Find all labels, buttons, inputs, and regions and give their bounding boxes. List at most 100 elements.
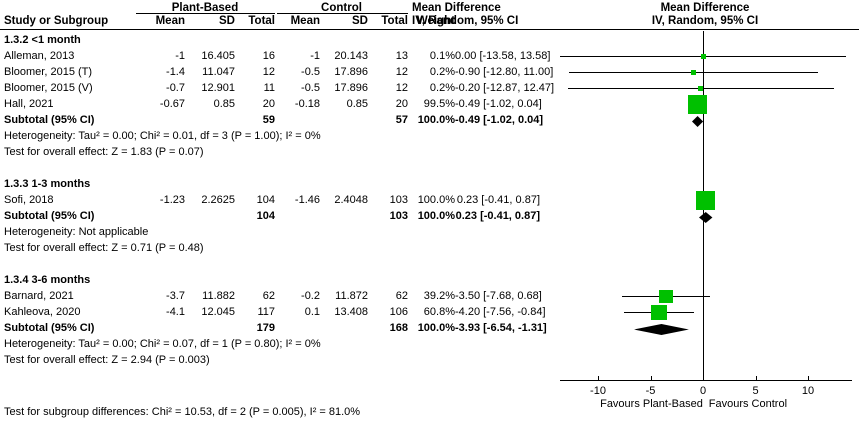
table-row-subtotal-total1: 179 — [256, 322, 275, 334]
x-axis-tick — [650, 376, 652, 381]
table-row-study-label: Sofi, 2018 — [4, 194, 54, 206]
table-row-study-total2: 12 — [395, 82, 408, 94]
table-row-study-mean1: -1.23 — [159, 194, 185, 206]
header-rule-main — [0, 29, 859, 30]
column-header-total-1: Total — [248, 15, 275, 27]
table-row-study-label: Barnard, 2021 — [4, 290, 74, 302]
group-header-control: Control — [321, 2, 362, 14]
column-header-weight: Weight — [416, 15, 455, 27]
table-row-study-total2: 12 — [395, 66, 408, 78]
favours-right-label: Favours Control — [708, 398, 788, 410]
subgroup-differences-text: Test for subgroup differences: Chi² = 10… — [4, 406, 361, 418]
table-row-subtotal-label: Subtotal (95% CI) — [4, 114, 95, 126]
column-header-sd-2: SD — [352, 15, 368, 27]
effect-size-marker — [690, 69, 697, 76]
table-row-study-label: Hall, 2021 — [4, 98, 54, 110]
table-row-study-effect: 0.00 [-13.58, 13.58] — [455, 50, 551, 62]
table-row-study-label: Bloomer, 2015 (T) — [4, 66, 93, 78]
column-header-mean-1: Mean — [155, 15, 185, 27]
table-row-study-total1: 117 — [257, 306, 275, 318]
effect-size-marker — [700, 54, 706, 59]
x-axis-tick-label-0: -10 — [590, 385, 606, 397]
effect-size-marker — [650, 304, 667, 321]
x-axis-line — [560, 380, 852, 381]
table-row-study-total2: 13 — [395, 50, 408, 62]
effect-size-marker — [698, 85, 704, 92]
x-axis-tick — [808, 376, 809, 381]
table-row-study-effect: -3.50 [-7.68, 0.68] — [455, 290, 542, 302]
table-row-study-sd1: 11.047 — [202, 66, 235, 78]
overall-effect-text-1: Test for overall effect: Z = 0.71 (P = 0… — [4, 242, 204, 254]
effect-size-marker — [688, 95, 708, 114]
effect-header-title: Mean Difference — [412, 2, 501, 14]
heterogeneity-text-2: Heterogeneity: Tau² = 0.00; Chi² = 0.07,… — [4, 338, 321, 350]
table-row-study-effect: -0.49 [-1.02, 0.04] — [455, 98, 542, 110]
heterogeneity-text-0: Heterogeneity: Tau² = 0.00; Chi² = 0.01,… — [4, 130, 321, 142]
table-row-study-effect: -0.90 [-12.80, 11.00] — [455, 66, 554, 78]
x-axis-tick — [598, 376, 599, 381]
table-row-subtotal-effect: -3.93 [-6.54, -1.31] — [455, 322, 547, 334]
heterogeneity-text-1: Heterogeneity: Not applicable — [4, 226, 149, 238]
overall-effect-text-0: Test for overall effect: Z = 1.83 (P = 0… — [4, 146, 204, 158]
table-row-study-mean1: -4.1 — [166, 306, 185, 318]
table-row-study-effect: -4.20 [-7.56, -0.84] — [455, 306, 546, 318]
table-row-study-mean2: 0.1 — [304, 306, 320, 318]
table-row-study-sd1: 16.405 — [201, 50, 235, 62]
table-row-study-effect: 0.23 [-0.41, 0.87] — [456, 194, 540, 206]
table-row-study-total1: 62 — [262, 290, 275, 302]
x-axis-tick-label-3: 5 — [752, 385, 759, 397]
subgroup-differences-test: Test for subgroup differences: Chi² = 10… — [4, 404, 360, 420]
x-axis-tick-label-2: 0 — [699, 385, 707, 397]
column-header-sd-1: SD — [219, 15, 235, 27]
table-row-study-weight: 0.2% — [429, 82, 455, 94]
table-row-study-sd2: 17.896 — [334, 82, 368, 94]
table-row-subtotal-total2: 57 — [395, 114, 408, 126]
table-row-subtotal-weight: 100.0% — [417, 114, 455, 126]
table-row-study-total2: 62 — [395, 290, 408, 302]
header-rule-plant-based — [136, 13, 275, 14]
table-row-study-label: Kahleova, 2020 — [4, 306, 81, 318]
table-row-study-sd2: 11.872 — [335, 290, 368, 302]
table-row-study-sd2: 20.143 — [334, 50, 368, 62]
table-row-study-mean1: -0.7 — [166, 82, 185, 94]
x-axis-tick — [703, 376, 704, 381]
table-row-study-mean1: -3.7 — [166, 290, 185, 302]
column-header-mean-2: Mean — [290, 15, 320, 27]
summary-diamond — [698, 211, 713, 223]
table-row-subtotal-label: Subtotal (95% CI) — [4, 210, 95, 222]
table-row-study-total1: 16 — [262, 50, 275, 62]
effect-size-marker — [659, 289, 674, 304]
table-row-study-weight: 0.2% — [429, 66, 455, 78]
x-axis-tick — [755, 376, 757, 381]
plot-header-title: Mean Difference — [660, 2, 750, 14]
plot-header-subtitle: IV, Random, 95% CI — [651, 15, 759, 27]
table-row-study-sd2: 17.896 — [334, 66, 368, 78]
table-row-subtotal-total2: 103 — [389, 210, 408, 222]
table-row-study-weight: 39.2% — [423, 290, 455, 302]
effect-header-subtitle: IV, Random, 95% CI — [412, 15, 519, 27]
table-row-study-mean2: -1 — [310, 50, 320, 62]
table-row-study-sd1: 0.85 — [213, 98, 235, 110]
table-row-subtotal-label: Subtotal (95% CI) — [4, 322, 95, 334]
table-row-study-mean2: -0.2 — [301, 290, 320, 302]
table-row-subtotal-weight: 100.0% — [417, 322, 455, 334]
x-axis-tick-label-1: -5 — [645, 385, 656, 397]
summary-diamond — [634, 323, 690, 335]
table-row-study-mean1: -0.67 — [159, 98, 185, 110]
overall-effect-text-2: Test for overall effect: Z = 2.94 (P = 0… — [4, 354, 210, 366]
table-row-study-weight: 0.1% — [429, 50, 455, 62]
table-row-study-label: Bloomer, 2015 (V) — [4, 82, 93, 94]
table-row-study-total1: 104 — [256, 194, 275, 206]
group-header-plant-based: Plant-Based — [171, 2, 239, 14]
favours-left-label: Favours Plant-Based — [600, 398, 703, 410]
column-header-study: Study or Subgroup — [4, 15, 109, 27]
forest-plot-panel: -10 -5 0 5 10 Favours Plant-Based Favours Cont… — [545, 0, 859, 432]
column-header-total-2: Total — [381, 15, 408, 27]
table-row-subtotal-effect: -0.49 [-1.02, 0.04] — [455, 114, 544, 126]
table-row-study-weight: 100.0% — [417, 194, 455, 206]
table-row-study-label: Alleman, 2013 — [4, 50, 75, 62]
table-row-study-total2: 106 — [389, 306, 408, 318]
table-row-study-mean2: -1.46 — [294, 194, 320, 206]
table-row-study-mean2: -0.18 — [294, 98, 320, 110]
